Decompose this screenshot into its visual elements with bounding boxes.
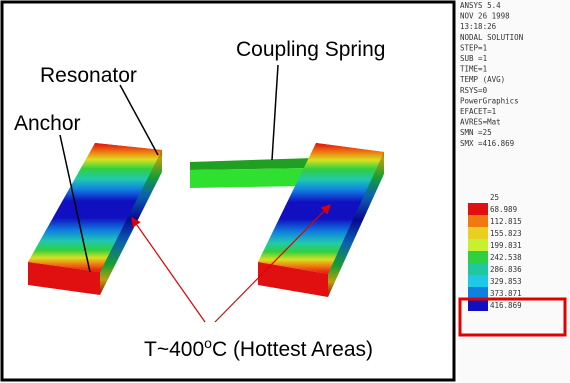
ansys-header-line: STEP=1 [460,43,487,52]
ansys-header-line: ANSYS 5.4 [460,1,501,10]
label-part: C (Hottest Areas) [212,338,373,361]
legend-value: 373.871 [490,289,522,298]
legend-swatch [468,215,488,227]
ansys-header-line: SMX =416.869 [460,139,514,148]
legend-swatch [468,251,488,263]
legend-value: 199.831 [490,241,522,250]
label-anchor: Anchor [14,112,81,135]
legend-swatch [468,275,488,287]
legend-swatch [468,227,488,239]
ansys-header-line: EFACET=1 [460,107,496,116]
label-part: o [204,335,212,351]
legend-swatch [468,263,488,275]
ansys-header-line: AVRES=Mat [460,118,501,127]
legend-value: 242.538 [490,253,522,262]
spring-front [190,168,314,188]
ansys-header-line: TEMP (AVG) [460,75,505,84]
ansys-header-line: PowerGraphics [460,96,519,105]
ansys-header-line: SUB =1 [460,54,487,63]
legend-value: 329.853 [490,277,522,286]
legend-value: 112.815 [490,217,522,226]
legend-swatch [468,239,488,251]
label-hottest: T~400oC (Hottest Areas) [144,335,373,361]
ansys-header-line: 13:18:26 [460,22,497,31]
ansys-header-line: RSYS=0 [460,86,488,95]
legend-swatch [468,299,488,311]
figure: Resonator Coupling Spring Anchor T~400oC… [0,0,570,383]
label-resonator: Resonator [40,64,137,87]
legend-value: 68.989 [490,205,517,214]
legend-value: 286.836 [490,265,522,274]
legend-swatch [468,287,488,299]
ansys-header-line: NOV 26 1998 [460,12,510,21]
legend-swatch [468,203,488,215]
legend-value: 25 [490,193,499,202]
legend-value: 416.869 [490,301,522,310]
label-coupling-spring: Coupling Spring [236,38,385,61]
ansys-header-line: NODAL SOLUTION [460,33,523,42]
label-part: T~400 [144,338,204,361]
ansys-header-line: SMN =25 [460,128,492,137]
legend-value: 155.823 [490,229,522,238]
ansys-header-line: TIME=1 [460,65,487,74]
